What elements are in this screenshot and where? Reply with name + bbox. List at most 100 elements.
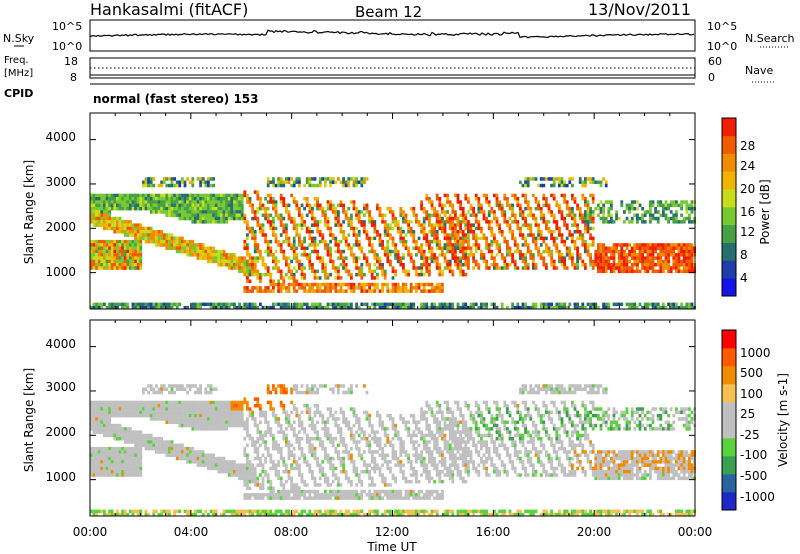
heatmap-cell <box>425 282 429 287</box>
heatmap-cell <box>142 305 145 310</box>
heatmap-cell <box>662 243 665 247</box>
heatmap-cell <box>142 230 145 234</box>
heatmap-cell <box>134 404 137 408</box>
heatmap-cell <box>357 233 361 237</box>
heatmap-cell <box>118 450 122 454</box>
heatmap-cell <box>532 263 535 267</box>
heatmap-cell <box>194 407 197 411</box>
heatmap-cell <box>253 446 257 451</box>
heatmap-cell <box>422 210 426 214</box>
heatmap-cell <box>316 203 319 208</box>
heatmap-cell <box>116 450 119 454</box>
heatmap-cell <box>446 233 449 237</box>
heatmap-cell <box>350 276 353 280</box>
heatmap-cell <box>350 289 353 293</box>
heatmap-cell <box>238 407 241 411</box>
heatmap-cell <box>118 226 122 231</box>
heatmap-cell <box>370 216 374 221</box>
heatmap-cell <box>339 239 343 244</box>
heatmap-cell <box>199 413 202 418</box>
heatmap-cell <box>209 197 213 201</box>
heatmap-cell <box>274 213 278 217</box>
heatmap-cell <box>529 253 533 257</box>
heatmap-cell <box>490 263 494 267</box>
heatmap-cell <box>485 263 488 267</box>
heatmap-cell <box>149 437 153 441</box>
heatmap-cell <box>365 210 369 214</box>
heatmap-cell <box>443 213 447 217</box>
heatmap-cell <box>669 269 673 274</box>
heatmap-cell <box>261 466 265 471</box>
heatmap-cell <box>139 223 143 227</box>
heatmap-cell <box>113 400 117 405</box>
heatmap-cell <box>586 302 590 307</box>
heatmap-cell <box>100 213 104 217</box>
heatmap-cell <box>222 259 226 264</box>
heatmap-cell <box>646 249 650 254</box>
heatmap-cell <box>126 206 130 211</box>
heatmap-cell <box>347 220 351 224</box>
heatmap-cell <box>633 269 637 274</box>
heatmap-cell <box>220 210 223 214</box>
heatmap-cell <box>318 206 322 211</box>
heatmap-cell <box>103 450 106 454</box>
heatmap-cell <box>420 282 423 287</box>
heatmap-cell <box>248 269 252 274</box>
heatmap-cell <box>664 305 668 310</box>
heatmap-cell <box>264 456 267 461</box>
heatmap-cell <box>149 200 153 204</box>
heatmap-cell <box>428 289 431 293</box>
heatmap-cell <box>113 466 117 471</box>
heatmap-cell <box>456 233 460 237</box>
heatmap-cell <box>308 289 312 293</box>
heatmap-cell <box>331 305 335 310</box>
heatmap-cell <box>199 206 202 211</box>
heatmap-cell <box>573 305 577 310</box>
heatmap-cell <box>513 305 517 310</box>
heatmap-cell <box>412 210 416 214</box>
heatmap-cell <box>235 512 239 517</box>
heatmap-cell <box>100 410 104 415</box>
heatmap-cell <box>103 226 106 231</box>
heatmap-cell <box>279 276 283 280</box>
heatmap-cell <box>147 446 150 451</box>
heatmap-cell <box>194 509 197 514</box>
heatmap-cell <box>175 193 179 198</box>
heatmap-cell <box>256 259 260 264</box>
heatmap-cell <box>285 180 288 184</box>
heatmap-cell <box>149 180 153 184</box>
heatmap-cell <box>513 266 517 270</box>
heatmap-cell <box>669 243 673 247</box>
heatmap-cell <box>610 206 613 211</box>
heatmap-cell <box>204 410 208 415</box>
heatmap-cell <box>303 282 306 287</box>
heatmap-cell <box>290 259 293 264</box>
heatmap-cell <box>654 305 657 310</box>
heatmap-cell <box>422 305 426 310</box>
heatmap-cell <box>300 269 304 274</box>
heatmap-cell <box>487 266 491 270</box>
heatmap-cell <box>116 206 119 211</box>
heatmap-cell <box>389 206 392 211</box>
heatmap-cell <box>209 193 213 198</box>
heatmap-cell <box>246 269 249 274</box>
heatmap-cell <box>503 239 507 244</box>
heatmap-cell <box>433 230 436 234</box>
heatmap-cell <box>204 213 208 217</box>
heatmap-cell <box>311 305 314 310</box>
heatmap-cell <box>162 400 166 405</box>
heatmap-cell <box>186 203 189 208</box>
heatmap-cell <box>373 282 377 287</box>
heatmap-cell <box>238 210 241 214</box>
heatmap-cell <box>680 249 683 254</box>
heatmap-cell <box>368 263 371 267</box>
heatmap-cell <box>178 509 182 514</box>
heatmap-cell <box>446 243 449 247</box>
heatmap-cell <box>126 440 130 444</box>
heatmap-cell <box>105 197 109 201</box>
heatmap-cell <box>168 200 171 204</box>
heatmap-cell <box>105 456 109 461</box>
heatmap-cell <box>126 226 130 231</box>
heatmap-cell <box>103 253 106 257</box>
noise-panel-frame <box>89 19 696 52</box>
